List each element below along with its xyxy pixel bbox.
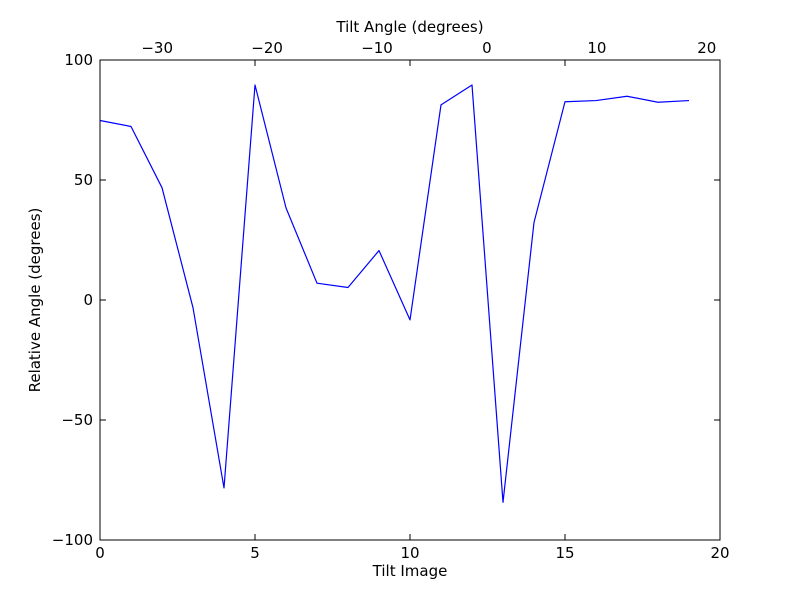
x-tick-label: 0 [95,544,105,562]
series-line-0 [99,84,690,503]
top-x-tick-label: 10 [587,39,606,57]
top-x-tick-label: −10 [361,39,393,57]
y-tick-label: 0 [83,291,93,309]
x-tick-label: 5 [250,544,260,562]
y-axis-label: Relative Angle (degrees) [26,208,44,393]
x-tick-label: 10 [400,544,419,562]
y-tick-label: −100 [52,531,93,549]
top-x-tick-label: 0 [482,39,492,57]
x-tick-label: 20 [710,544,729,562]
top-x-tick-label: −30 [141,39,173,57]
top-x-tick-label: −20 [251,39,283,57]
series-layer [99,84,690,503]
y-tick-label: 50 [74,171,93,189]
top-x-axis-label: Tilt Angle (degrees) [335,18,483,36]
y-tick-label: −50 [61,411,93,429]
plot-frame [99,59,721,541]
x-tick-label: 15 [555,544,574,562]
x-axis-label: Tilt Image [372,562,448,580]
top-x-tick-label: 20 [697,39,716,57]
y-tick-label: 100 [64,51,93,69]
